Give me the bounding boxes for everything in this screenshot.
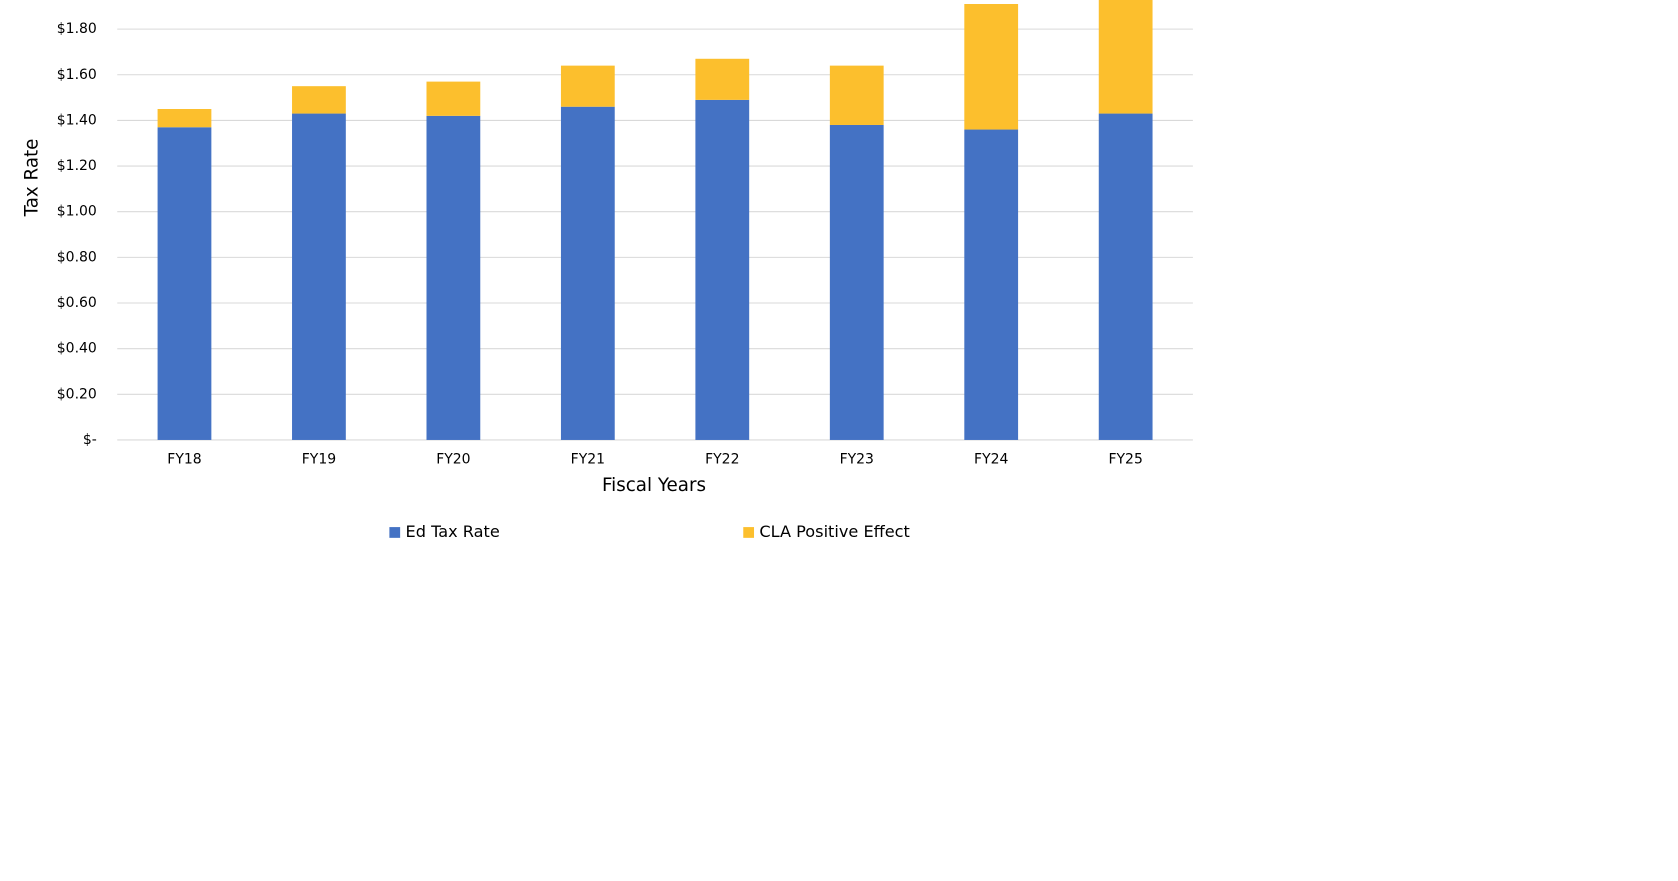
bar-segment — [560, 106, 615, 440]
bar-segment — [964, 129, 1019, 440]
y-axis-title: Tax Rate — [21, 139, 42, 218]
bar-segment — [157, 108, 212, 128]
y-tick-label: $0.60 — [57, 295, 97, 311]
y-tick-label: $0.20 — [57, 386, 97, 402]
bar-segment — [964, 4, 1019, 130]
bar-segment — [695, 99, 750, 440]
legend-label: CLA Positive Effect — [759, 522, 909, 541]
bar-segment — [292, 113, 346, 440]
bar-segment — [426, 81, 481, 116]
legend-swatch — [743, 527, 755, 538]
x-tick-label: FY22 — [705, 451, 739, 467]
bar-segment — [1098, 113, 1153, 440]
x-tick-label: FY21 — [571, 451, 605, 467]
bar-segment — [157, 127, 212, 440]
bar-segment — [1098, 0, 1153, 114]
y-tick-label: $0.40 — [57, 341, 97, 357]
bar-segment — [695, 58, 750, 100]
legend-swatch — [389, 527, 401, 538]
x-tick-label: FY18 — [167, 451, 201, 467]
x-tick-label: FY20 — [436, 451, 470, 467]
x-tick-label: FY23 — [840, 451, 874, 467]
bar-segment — [292, 86, 346, 114]
y-tick-label: $- — [83, 432, 97, 448]
x-tick-label: FY25 — [1108, 451, 1142, 467]
y-tick-label: $1.20 — [57, 158, 97, 174]
bar-segment — [426, 115, 481, 440]
x-tick-label: FY19 — [302, 451, 336, 467]
x-tick-label: FY24 — [974, 451, 1008, 467]
bar-segment — [829, 124, 884, 440]
x-axis-title: Fiscal Years — [602, 475, 706, 496]
bar-segment — [560, 65, 615, 107]
bar-segment — [829, 65, 884, 125]
y-tick-label: $1.60 — [57, 67, 97, 83]
y-tick-label: $0.80 — [57, 249, 97, 265]
legend-label: Ed Tax Rate — [406, 522, 500, 541]
y-tick-label: $1.00 — [57, 204, 97, 220]
y-tick-label: $1.80 — [57, 21, 97, 37]
y-tick-label: $1.40 — [57, 112, 97, 128]
